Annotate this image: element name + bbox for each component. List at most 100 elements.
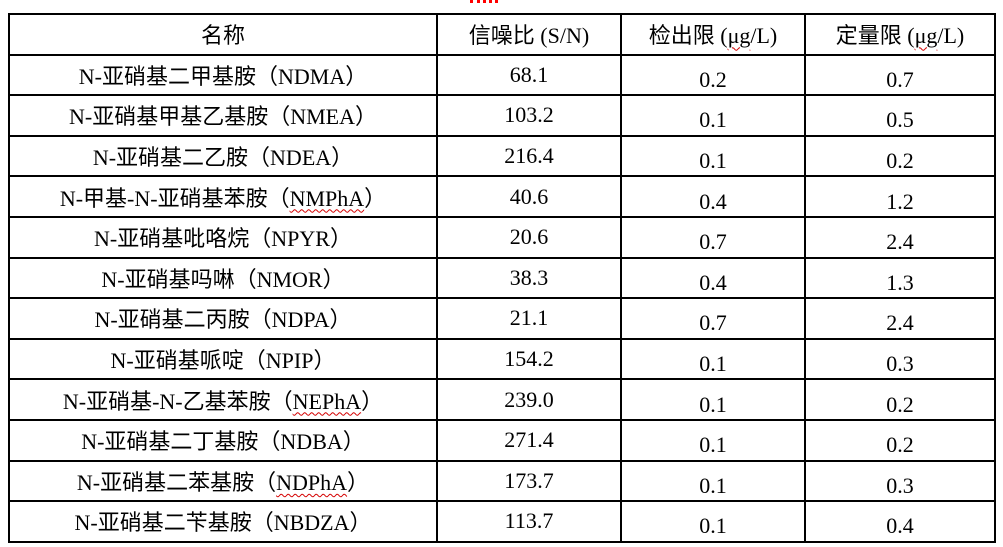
compound-name-suffix: ） [331, 145, 354, 171]
compound-name: N-亚硝基吡咯烷（ [94, 226, 272, 252]
signal-to-noise-cell: 216.4 [436, 134, 622, 178]
compound-abbr: NMPhA [289, 185, 365, 211]
detection-limit-cell: 0.1 [620, 94, 806, 137]
compound-name-suffix: ） [354, 104, 377, 130]
table-row: N-亚硝基哌啶（NPIP） 154.2 0.1 0.3 [8, 337, 996, 381]
quantitation-limit-value: 0.2 [886, 391, 914, 417]
compound-name-cell: N-亚硝基二丁基胺（NDBA） [8, 418, 438, 462]
detection-limit-cell: 0.4 [620, 256, 806, 300]
quantitation-limit-cell: 0.3 [804, 337, 996, 381]
compound-name: N-亚硝基二甲基胺（ [78, 63, 278, 89]
quantitation-limit-cell: 0.7 [804, 53, 996, 97]
compound-name: N-甲基-N-亚硝基苯胺（ [59, 185, 290, 211]
header-label: 检出限 ( [648, 23, 728, 49]
header-label: 定量限 ( [835, 23, 915, 49]
table-row: N-亚硝基二丙胺（NDPA） 21.1 0.7 2.4 [8, 297, 996, 340]
signal-to-noise-cell: 68.1 [436, 53, 622, 97]
detection-limit-cell: 0.2 [620, 53, 806, 97]
detection-limit-value: 0.1 [699, 391, 727, 417]
compound-name-cell: N-亚硝基二甲基胺（NDMA） [8, 53, 438, 97]
compound-abbr: NPYR [271, 226, 330, 252]
compound-name: N-亚硝基哌啶（ [110, 348, 266, 374]
header-row: 名称 信噪比 (S/N) 检出限 (μg/L) 定量限 (μg/L) [8, 13, 996, 56]
compound-abbr: NBDZA [273, 510, 350, 536]
quantitation-limit-cell: 0.4 [804, 500, 996, 543]
quantitation-limit-cell: 0.3 [804, 459, 996, 503]
signal-to-noise-value: 173.7 [504, 467, 554, 493]
compound-abbr: NDBA [280, 429, 343, 455]
detection-limit-value: 0.2 [699, 66, 727, 92]
quantitation-limit-cell: 1.2 [804, 175, 996, 218]
quantitation-limit-value: 0.3 [886, 472, 914, 498]
compound-name-cell: N-甲基-N-亚硝基苯胺（NMPhA） [8, 175, 438, 218]
signal-to-noise-value: 103.2 [504, 102, 554, 128]
spellcheck-dots-artifact [470, 0, 498, 3]
compound-name: N-亚硝基吗啉（ [101, 266, 257, 292]
table-row: N-亚硝基二苯基胺（NDPhA） 173.7 0.1 0.3 [8, 459, 996, 503]
signal-to-noise-value: 154.2 [504, 346, 554, 372]
compound-abbr: NMOR [256, 266, 323, 292]
detection-limit-value: 0.4 [699, 188, 727, 214]
column-header-lod: 检出限 (μg/L) [620, 13, 806, 56]
detection-limit-value: 0.7 [699, 229, 727, 255]
compound-name: N-亚硝基二苯基胺（ [76, 469, 277, 495]
signal-to-noise-cell: 239.0 [436, 378, 622, 421]
compound-name-cell: N-亚硝基甲基乙基胺（NMEA） [8, 94, 438, 137]
detection-limit-cell: 0.4 [620, 175, 806, 218]
compound-abbr: NPIP [265, 348, 314, 374]
detection-limit-cell: 0.1 [620, 418, 806, 462]
column-header-loq: 定量限 (μg/L) [804, 13, 996, 56]
signal-to-noise-value: 271.4 [504, 427, 554, 453]
quantitation-limit-cell: 1.3 [804, 256, 996, 300]
detection-limit-value: 0.7 [699, 310, 727, 336]
compound-name-suffix: ） [349, 510, 372, 536]
compound-name: N-亚硝基甲基乙基胺（ [68, 104, 291, 130]
compound-name-cell: N-亚硝基二乙胺（NDEA） [8, 134, 438, 178]
detection-limit-value: 0.1 [699, 472, 727, 498]
column-header-sn: 信噪比 (S/N) [436, 13, 622, 56]
quantitation-limit-value: 0.7 [886, 66, 914, 92]
compound-abbr: NDEA [270, 145, 332, 171]
compound-name-suffix: ） [361, 388, 384, 414]
detection-limits-table-container: 名称 信噪比 (S/N) 检出限 (μg/L) 定量限 (μg/L) N-亚硝基二甲基… [8, 13, 996, 543]
signal-to-noise-cell: 103.2 [436, 94, 622, 137]
compound-name-suffix: ） [345, 63, 368, 89]
detection-limit-cell: 0.1 [620, 378, 806, 421]
compound-abbr: NDPhA [276, 469, 348, 495]
compound-name: N-亚硝基二苄基胺（ [74, 510, 274, 536]
signal-to-noise-cell: 154.2 [436, 337, 622, 381]
table-row: N-亚硝基吡咯烷（NPYR） 20.6 0.7 2.4 [8, 215, 996, 259]
detection-limit-cell: 0.1 [620, 500, 806, 543]
quantitation-limit-value: 0.5 [886, 107, 914, 133]
compound-name-cell: N-亚硝基-N-乙基苯胺（NEPhA） [8, 378, 438, 421]
table-body: N-亚硝基二甲基胺（NDMA） 68.1 0.2 0.7 N-亚硝基甲基乙基胺（NMEA… [8, 53, 996, 543]
table-row: N-亚硝基二甲基胺（NDMA） 68.1 0.2 0.7 [8, 53, 996, 97]
detection-limit-cell: 0.1 [620, 337, 806, 381]
detection-limit-cell: 0.7 [620, 297, 806, 340]
compound-abbr: NDPA [271, 307, 330, 333]
compound-name-suffix: ） [322, 266, 345, 292]
compound-name-suffix: ） [329, 226, 352, 252]
compound-name-suffix: ） [364, 185, 387, 211]
detection-limit-cell: 0.1 [620, 459, 806, 503]
table-row: N-亚硝基吗啉（NMOR） 38.3 0.4 1.3 [8, 256, 996, 300]
signal-to-noise-value: 40.6 [509, 183, 549, 209]
signal-to-noise-value: 216.4 [504, 143, 554, 169]
compound-abbr: NEPhA [292, 388, 362, 414]
signal-to-noise-cell: 20.6 [436, 215, 622, 259]
detection-limit-cell: 0.7 [620, 215, 806, 259]
quantitation-limit-value: 1.3 [886, 269, 914, 295]
signal-to-noise-cell: 173.7 [436, 459, 622, 503]
detection-limit-value: 0.1 [699, 107, 727, 133]
compound-name-suffix: ） [329, 307, 352, 333]
compound-name: N-亚硝基二丁基胺（ [81, 429, 281, 455]
quantitation-limit-value: 0.4 [886, 513, 914, 539]
compound-abbr: NMEA [290, 104, 355, 130]
signal-to-noise-cell: 38.3 [436, 256, 622, 300]
quantitation-limit-cell: 0.5 [804, 94, 996, 137]
compound-name-cell: N-亚硝基二苄基胺（NBDZA） [8, 500, 438, 543]
signal-to-noise-cell: 21.1 [436, 297, 622, 340]
signal-to-noise-cell: 40.6 [436, 175, 622, 218]
signal-to-noise-value: 239.0 [504, 386, 554, 412]
quantitation-limit-cell: 2.4 [804, 215, 996, 259]
